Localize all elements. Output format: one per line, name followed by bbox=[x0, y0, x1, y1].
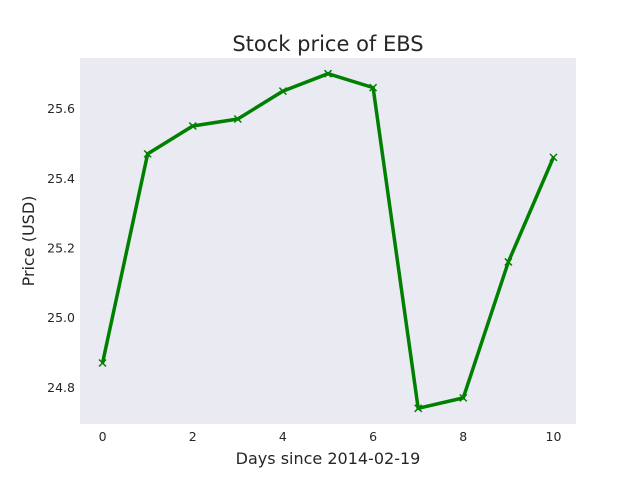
series-layer bbox=[98, 69, 558, 413]
data-point-marker bbox=[233, 114, 242, 124]
plot-area bbox=[80, 58, 576, 424]
data-point-marker bbox=[369, 83, 378, 92]
data-point-marker bbox=[504, 257, 513, 266]
x-tick-label: 0 bbox=[99, 429, 107, 444]
x-axis-label: Days since 2014-02-19 bbox=[236, 449, 421, 468]
data-point-marker bbox=[549, 153, 558, 162]
data-point-marker bbox=[414, 404, 423, 413]
data-point-marker bbox=[459, 393, 468, 402]
x-tick-label: 6 bbox=[369, 429, 377, 444]
data-point-marker bbox=[323, 69, 333, 78]
y-axis-label: Price (USD) bbox=[19, 196, 38, 287]
data-point-marker bbox=[143, 149, 152, 158]
y-tick-label: 24.8 bbox=[47, 380, 75, 395]
y-axis-ticks: 24.8 25.0 25.2 25.4 25.6 bbox=[47, 101, 75, 395]
y-tick-label: 25.2 bbox=[47, 240, 75, 255]
x-tick-label: 4 bbox=[279, 429, 287, 444]
x-axis-ticks: 0 2 4 6 8 10 bbox=[99, 429, 562, 444]
data-point-marker bbox=[188, 121, 197, 131]
chart-title: Stock price of EBS bbox=[232, 32, 423, 56]
x-tick-label: 10 bbox=[546, 429, 562, 444]
x-tick-label: 2 bbox=[189, 429, 197, 444]
data-point-marker bbox=[98, 358, 107, 368]
x-tick-label: 8 bbox=[459, 429, 467, 444]
y-tick-label: 25.4 bbox=[47, 171, 75, 186]
data-point-marker bbox=[278, 87, 287, 96]
y-tick-label: 25.0 bbox=[47, 310, 75, 325]
y-tick-label: 25.6 bbox=[47, 101, 75, 116]
